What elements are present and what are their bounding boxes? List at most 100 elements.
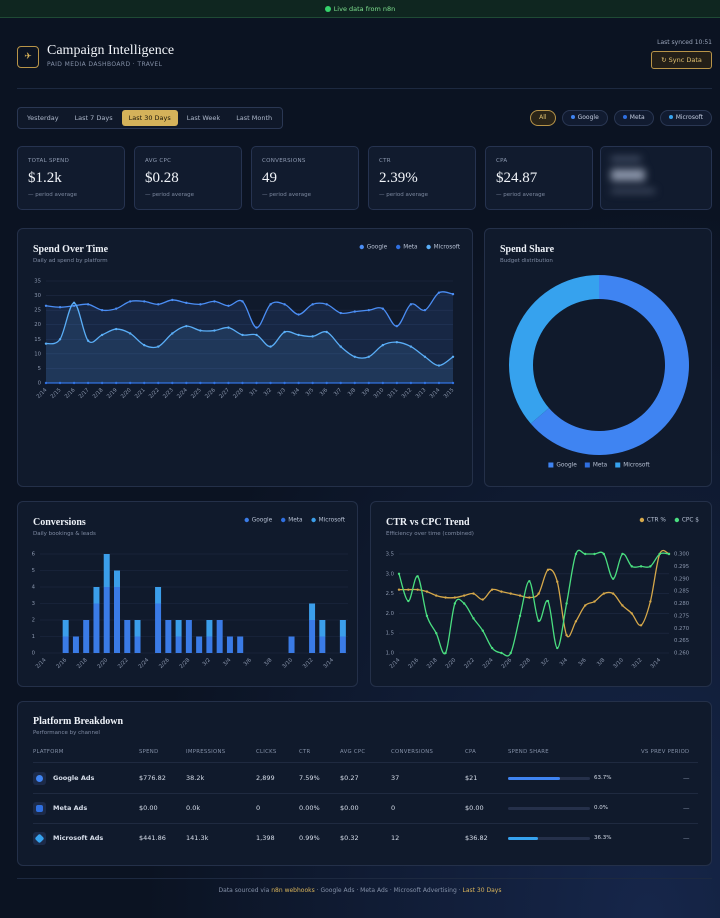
platform-chip[interactable]: Google: [561, 110, 608, 126]
point: [241, 381, 244, 385]
point: [546, 568, 550, 572]
tick-label: 0.265: [674, 638, 689, 644]
point: [86, 381, 90, 385]
point: [602, 592, 606, 595]
tick-label: 6: [32, 552, 36, 558]
table-cell: 7.59%: [299, 774, 320, 782]
share-label: 63.7%: [594, 775, 612, 781]
column-header: CTR: [299, 749, 311, 755]
series-line: [45, 291, 454, 329]
tick-label: 2.0: [386, 611, 395, 617]
legend-label: Meta: [593, 463, 608, 469]
footer-link[interactable]: n8n webhooks: [271, 887, 315, 894]
point: [381, 343, 385, 347]
legend-label: Meta: [288, 518, 303, 524]
point: [86, 303, 90, 306]
point: [472, 617, 475, 620]
point: [409, 303, 413, 306]
tick-label: 2: [32, 618, 35, 624]
point: [241, 300, 244, 303]
tick-label: 0.300: [674, 552, 690, 558]
x-tick-label: 3/9: [361, 387, 371, 397]
footer-text: · Google Ads · Meta Ads · Microsoft Adve…: [316, 887, 461, 894]
point: [129, 332, 132, 335]
point: [44, 342, 48, 345]
date-tab[interactable]: Last Week: [186, 114, 221, 122]
bar: [175, 620, 182, 637]
point: [639, 624, 643, 627]
point: [621, 552, 624, 556]
date-tab[interactable]: Yesterday: [27, 114, 59, 122]
bar: [237, 636, 244, 653]
chart-subtitle: Daily bookings & leads: [33, 531, 96, 537]
point: [397, 572, 401, 575]
point: [58, 306, 62, 309]
date-tab[interactable]: Last 7 Days: [74, 114, 113, 122]
table-cell: 1,398: [256, 834, 275, 842]
x-tick-label: 2/20: [97, 657, 110, 670]
bar: [72, 636, 79, 653]
slice: [509, 275, 599, 424]
point: [472, 592, 475, 595]
x-tick-label: 2/15: [50, 387, 63, 400]
point: [213, 329, 216, 332]
x-tick-label: 3/10: [612, 657, 625, 670]
table-cell: $36.82: [465, 834, 488, 842]
legend-label: Google: [556, 463, 577, 469]
change: —: [683, 804, 690, 812]
legend-swatch: [548, 462, 554, 468]
kpi-card: AVG CPC $0.28 — period average: [134, 146, 242, 210]
x-tick-label: 3/2: [540, 657, 550, 667]
chart: Spend Over Time Daily ad spend by platfor…: [33, 244, 461, 400]
date-tab[interactable]: Last 30 Days: [121, 110, 178, 126]
x-tick-label: 2/22: [148, 387, 161, 400]
sync-button[interactable]: ↻ Sync Data: [651, 51, 712, 69]
platform-name: Microsoft Ads: [53, 834, 104, 842]
point: [114, 307, 118, 310]
kpi-note: — period average: [28, 192, 78, 198]
bar: [196, 636, 203, 653]
x-tick-label: 3/7: [333, 387, 343, 397]
platform-glyph: [34, 833, 45, 844]
platform-chip[interactable]: All: [530, 110, 556, 126]
x-tick-label: 2/19: [106, 387, 119, 400]
x-tick-label: 2/17: [78, 387, 91, 400]
chart-subtitle: Daily ad spend by platform: [33, 258, 108, 264]
point: [621, 604, 624, 607]
x-tick-label: 2/18: [92, 387, 105, 400]
row-separator: [33, 793, 698, 794]
footer-period: Last 30 Days: [462, 887, 502, 894]
slice: [530, 275, 689, 455]
logo-icon: ✈: [17, 46, 39, 68]
sync-label: Sync Data: [668, 56, 702, 64]
x-tick-label: 2/20: [445, 657, 458, 670]
platform-chip[interactable]: Meta: [613, 110, 654, 126]
point: [86, 339, 90, 342]
x-tick-label: 2/26: [501, 657, 514, 670]
point: [435, 632, 438, 635]
chart-title: Conversions: [33, 517, 86, 528]
x-tick-label: 2/24: [138, 657, 151, 670]
platform-chip[interactable]: Microsoft: [659, 110, 712, 126]
point: [129, 381, 132, 385]
x-tick-label: 3/11: [387, 387, 400, 400]
tick-label: 0: [38, 381, 42, 387]
point: [416, 575, 419, 578]
bar: [339, 620, 346, 637]
x-tick-label: 3/4: [291, 387, 302, 398]
point: [311, 303, 314, 306]
x-tick-label: 3/12: [302, 657, 315, 670]
point: [339, 381, 342, 385]
x-tick-label: 2/26: [158, 657, 171, 670]
point: [381, 381, 385, 385]
date-tab[interactable]: Last Month: [236, 114, 273, 122]
column-header: VS PREV PERIOD: [641, 749, 690, 755]
point: [528, 596, 531, 599]
legend-label: Microsoft: [319, 518, 346, 524]
platform-icon: [33, 772, 46, 785]
table-cell: 0.00%: [299, 804, 320, 812]
point: [114, 381, 118, 385]
x-tick-label: 3/2: [202, 657, 212, 667]
point: [407, 588, 410, 591]
tick-label: 3: [32, 601, 35, 607]
